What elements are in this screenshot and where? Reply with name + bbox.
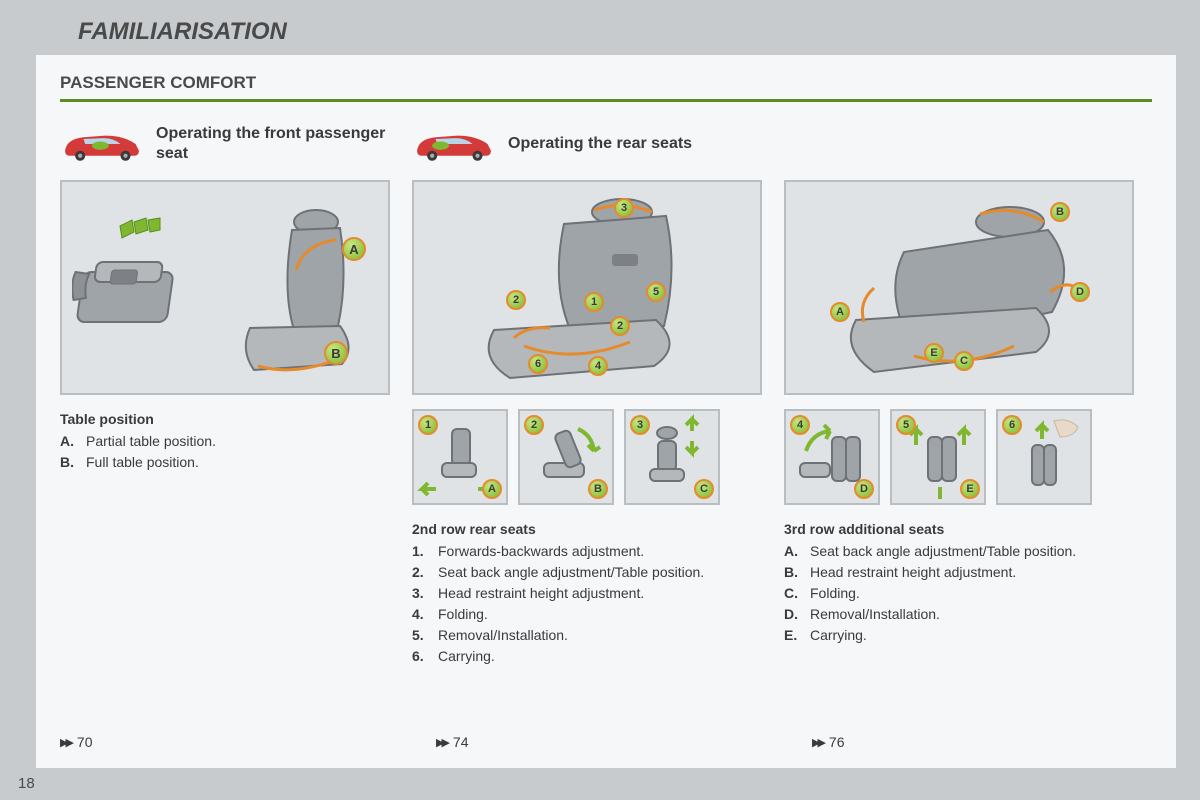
list-rear3: A.Seat back angle adjustment/Table posit… <box>784 541 1134 646</box>
badge-e: E <box>924 343 944 363</box>
thumb-badge-br: A <box>482 479 502 499</box>
thumb-badge-tl: 6 <box>1002 415 1022 435</box>
badge-2: 2 <box>506 290 526 310</box>
badge-2b: 2 <box>610 316 630 336</box>
list-item: C.Folding. <box>784 583 1134 604</box>
badge-5: 5 <box>646 282 666 302</box>
badge-b: B <box>324 341 348 365</box>
page-number: 18 <box>18 775 35 792</box>
list-item: B.Full table position. <box>60 452 390 473</box>
thumb-5: 5 E <box>890 409 986 505</box>
list-item: B.Head restraint height adjustment. <box>784 562 1134 583</box>
column-rear-3rd: B A D C E 4 D <box>784 116 1134 667</box>
list-item: E.Carrying. <box>784 625 1134 646</box>
badge-b: B <box>1050 202 1070 222</box>
list-item: A.Seat back angle adjustment/Table posit… <box>784 541 1134 562</box>
list-rear2: 1.Forwards-backwards adjustment. 2.Seat … <box>412 541 762 667</box>
subtitle-front: Table position <box>60 411 390 427</box>
seat-folded-icon <box>72 212 222 362</box>
badge-6: 6 <box>528 354 548 374</box>
badge-a: A <box>342 237 366 261</box>
section-rule <box>60 99 1152 102</box>
thumb-badge-br: C <box>694 479 714 499</box>
thumb-badge-tl: 2 <box>524 415 544 435</box>
subtitle-rear2: 2nd row rear seats <box>412 521 762 537</box>
thumb-badge-tl: 5 <box>896 415 916 435</box>
car-icon <box>60 125 144 163</box>
thumb-badge-tl: 3 <box>630 415 650 435</box>
badge-a: A <box>830 302 850 322</box>
thumb-badge-br: D <box>854 479 874 499</box>
illustration-front: A B <box>60 180 390 395</box>
heading-spacer <box>784 116 1134 172</box>
forward-icon: ▶▶ <box>60 736 71 749</box>
thumb-4: 4 D <box>784 409 880 505</box>
thumb-row-2nd: 1 A 2 B <box>412 409 762 505</box>
thumb-badge-tl: 1 <box>418 415 438 435</box>
badge-d: D <box>1070 282 1090 302</box>
columns: Operating the front passenger seat <box>60 116 1152 667</box>
thumb-row-3rd: 4 D 5 E <box>784 409 1134 505</box>
thumb-badge-br: B <box>588 479 608 499</box>
heading-rear: Operating the rear seats <box>412 116 762 172</box>
thumb-2: 2 B <box>518 409 614 505</box>
list-item: A.Partial table position. <box>60 431 390 452</box>
thumb-6: 6 <box>996 409 1092 505</box>
badge-4: 4 <box>588 356 608 376</box>
heading-front: Operating the front passenger seat <box>60 116 390 172</box>
list-front: A.Partial table position. B.Full table p… <box>60 431 390 473</box>
seat-upright-icon <box>220 200 380 390</box>
badge-1: 1 <box>584 292 604 312</box>
column-rear-2nd: Operating the rear seats 2 1 3 5 2 4 <box>412 116 762 667</box>
page-title: FAMILIARISATION <box>0 0 1200 46</box>
page-ref-front: ▶▶ 70 <box>60 734 93 750</box>
list-item: 3.Head restraint height adjustment. <box>412 583 762 604</box>
list-item: D.Removal/Installation. <box>784 604 1134 625</box>
list-item: 4.Folding. <box>412 604 762 625</box>
car-icon <box>412 125 496 163</box>
list-item: 6.Carrying. <box>412 646 762 667</box>
list-item: 1.Forwards-backwards adjustment. <box>412 541 762 562</box>
list-item: 5.Removal/Installation. <box>412 625 762 646</box>
thumb-badge-tl: 4 <box>790 415 810 435</box>
list-item: 2.Seat back angle adjustment/Table posit… <box>412 562 762 583</box>
thumb-badge-br: E <box>960 479 980 499</box>
thumb-3: 3 C <box>624 409 720 505</box>
heading-text-front: Operating the front passenger seat <box>156 124 390 164</box>
badge-3: 3 <box>614 198 634 218</box>
page-ref-rear3: ▶▶ 76 <box>812 734 845 750</box>
subtitle-rear3: 3rd row additional seats <box>784 521 1134 537</box>
page-ref-rear2: ▶▶ 74 <box>436 734 469 750</box>
content-panel: PASSENGER COMFORT Operating the front pa… <box>36 55 1176 768</box>
forward-icon: ▶▶ <box>812 736 823 749</box>
badge-c: C <box>954 351 974 371</box>
illustration-rear-2nd: 2 1 3 5 2 4 6 <box>412 180 762 395</box>
column-front-seat: Operating the front passenger seat <box>60 116 390 667</box>
forward-icon: ▶▶ <box>436 736 447 749</box>
thumb-1: 1 A <box>412 409 508 505</box>
illustration-rear-3rd: B A D C E <box>784 180 1134 395</box>
section-title: PASSENGER COMFORT <box>60 73 1152 93</box>
heading-text-rear: Operating the rear seats <box>508 134 692 154</box>
